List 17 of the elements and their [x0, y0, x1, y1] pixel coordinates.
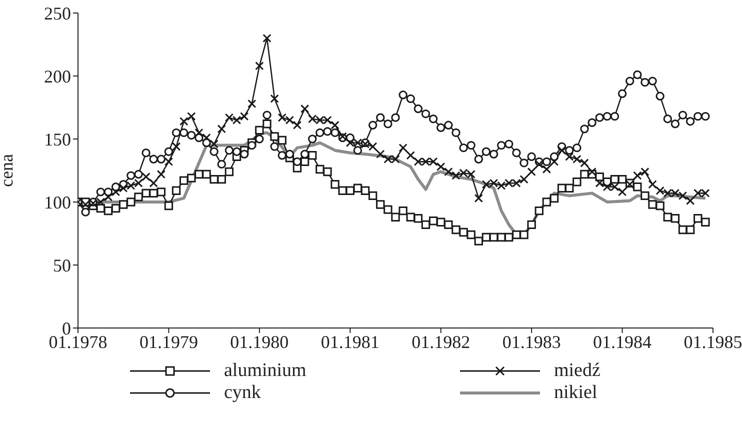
x-tick-label: 01.1981 [320, 332, 380, 352]
y-axis-title: cena [0, 154, 16, 187]
x-tick-label: 01.1982 [412, 332, 470, 352]
legend-label: nikiel [554, 382, 598, 404]
y-tick-label: 150 [44, 129, 71, 150]
legend-label: miedź [554, 360, 600, 382]
y-tick-label: 50 [53, 255, 71, 276]
y-tick-label: 200 [44, 66, 71, 86]
x-tick-label: 01.1985 [684, 332, 742, 352]
y-tick-label: 100 [44, 192, 71, 212]
y-tick-label: 250 [44, 3, 71, 24]
legend-label: cynk [224, 382, 261, 404]
x-tick-label: 01.1984 [593, 332, 652, 352]
x-tick-label: 01.1980 [230, 332, 289, 352]
x-tick-label: 01.1983 [502, 332, 561, 352]
legend-label: aluminium [224, 360, 306, 382]
x-tick-label: 01.1979 [139, 332, 198, 352]
